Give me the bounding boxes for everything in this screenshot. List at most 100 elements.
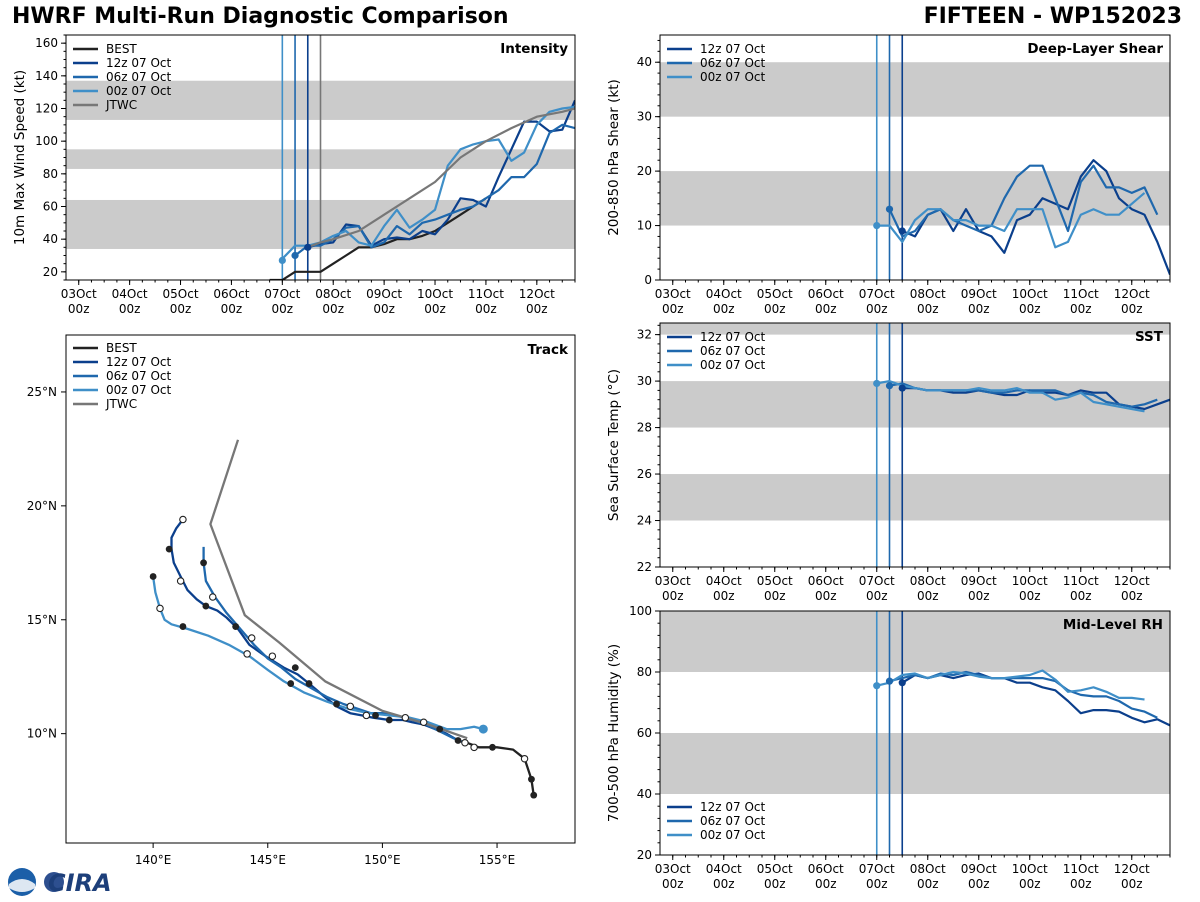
threshold-band <box>660 611 1170 672</box>
track-marker <box>385 716 393 724</box>
x-tick-label: 09Oct <box>961 574 997 588</box>
legend-entry: 12z 07 Oct <box>700 42 766 56</box>
x-tick-sublabel: 00z <box>815 302 837 316</box>
x-tick-sublabel: 00z <box>1019 877 1041 891</box>
init-point-run00 <box>873 379 881 388</box>
y-tick-label: 60 <box>637 726 652 740</box>
legend-entry: JTWC <box>105 98 137 112</box>
y-tick-label: 140 <box>35 69 58 83</box>
intensity-series-group <box>269 99 575 280</box>
legend-entry: 06z 07 Oct <box>700 814 766 828</box>
x-tick-sublabel: 00z <box>662 877 684 891</box>
x-tick-label: 09Oct <box>366 287 402 301</box>
y-tick-label: 0 <box>644 273 652 287</box>
x-tick-sublabel: 00z <box>1070 302 1092 316</box>
x-tick-sublabel: 00z <box>1019 302 1041 316</box>
legend-entry: BEST <box>106 341 137 355</box>
x-tick-label: 12Oct <box>1114 287 1150 301</box>
x-tick-label: 06Oct <box>808 287 844 301</box>
y-tick-label: 60 <box>43 200 58 214</box>
x-tick-label: 06Oct <box>213 287 249 301</box>
x-tick-label: 03Oct <box>655 574 691 588</box>
globe-icon <box>44 872 64 892</box>
x-tick-label: 09Oct <box>961 287 997 301</box>
y-tick-label: 40 <box>637 55 652 69</box>
legend-entry: 06z 07 Oct <box>106 70 172 84</box>
x-tick-sublabel: 00z <box>322 302 344 316</box>
x-tick-sublabel: 00z <box>968 877 990 891</box>
track-marker <box>419 718 428 727</box>
x-tick-label: 11Oct <box>1063 574 1099 588</box>
legend-entry: 06z 07 Oct <box>700 344 766 358</box>
threshold-band <box>660 62 1170 117</box>
x-tick-label: 10Oct <box>1012 862 1048 876</box>
x-tick-label: 09Oct <box>961 862 997 876</box>
track-marker <box>346 702 355 711</box>
x-tick-label: 07Oct <box>859 574 895 588</box>
track-line-jtwc <box>209 439 468 740</box>
track-line-run12 <box>170 518 459 742</box>
legend-entry: 00z 07 Oct <box>106 383 172 397</box>
series-line-run00 <box>876 669 1145 701</box>
legend-entry: JTWC <box>105 397 137 411</box>
x-tick-sublabel: 00z <box>119 302 141 316</box>
y-tick-label: 20°N <box>27 499 57 513</box>
x-tick-label: 03Oct <box>655 287 691 301</box>
x-tick-label: 08Oct <box>910 574 946 588</box>
x-tick-label: 11Oct <box>1063 287 1099 301</box>
series-line-jtwc <box>307 107 575 249</box>
track-marker <box>362 711 371 720</box>
track-marker <box>243 650 251 658</box>
y-tick-label: 26 <box>637 467 652 481</box>
x-tick-label: 07Oct <box>264 287 300 301</box>
track-marker <box>200 559 207 567</box>
x-tick-sublabel: 00z <box>968 589 990 603</box>
threshold-band <box>660 474 1170 521</box>
x-tick-label: 140°E <box>135 853 172 867</box>
x-tick-label: 04Oct <box>706 862 742 876</box>
panel-title: SST <box>1135 329 1164 345</box>
threshold-band <box>660 733 1170 794</box>
track-marker <box>461 739 469 747</box>
series-line-run00 <box>876 380 1145 413</box>
track-marker <box>165 545 173 553</box>
legend-entry: BEST <box>106 42 137 56</box>
y-tick-label: 120 <box>35 102 58 116</box>
track-marker <box>333 700 340 708</box>
y-axis-label: 200-850 hPa Shear (kt) <box>606 79 622 236</box>
y-tick-label: 30 <box>637 374 652 388</box>
x-tick-sublabel: 00z <box>424 302 446 316</box>
x-tick-sublabel: 00z <box>713 877 735 891</box>
figure-title: HWRF Multi-Run Diagnostic Comparison <box>12 4 509 29</box>
threshold-band <box>660 323 1170 335</box>
track-marker <box>156 604 164 613</box>
y-tick-label: 80 <box>637 665 652 679</box>
track-marker <box>436 725 444 733</box>
x-tick-sublabel: 00z <box>373 302 395 316</box>
panel-title: Mid-Level RH <box>1063 617 1163 633</box>
x-tick-label: 10Oct <box>417 287 453 301</box>
x-tick-sublabel: 00z <box>764 302 786 316</box>
init-point-run06 <box>885 382 894 390</box>
panel-title: Track <box>528 342 569 358</box>
track-marker <box>287 680 295 687</box>
x-tick-sublabel: 00z <box>917 877 939 891</box>
x-tick-label: 06Oct <box>808 574 844 588</box>
x-tick-sublabel: 00z <box>866 589 888 603</box>
x-tick-sublabel: 00z <box>713 302 735 316</box>
y-tick-label: 100 <box>35 134 58 148</box>
init-point-run00 <box>873 682 881 690</box>
track-marker <box>179 623 187 630</box>
x-tick-sublabel: 00z <box>917 302 939 316</box>
y-tick-label: 100 <box>629 604 652 618</box>
init-point-run06 <box>291 251 299 260</box>
y-tick-label: 20 <box>637 848 652 862</box>
x-tick-sublabel: 00z <box>526 302 548 316</box>
y-tick-label: 22 <box>637 560 652 574</box>
storm-title: FIFTEEN - WP152023 <box>923 4 1182 29</box>
logo-text: CIRA <box>48 869 112 897</box>
x-tick-label: 12Oct <box>519 287 555 301</box>
init-point-run06 <box>885 205 894 213</box>
axes-frame <box>65 334 576 844</box>
